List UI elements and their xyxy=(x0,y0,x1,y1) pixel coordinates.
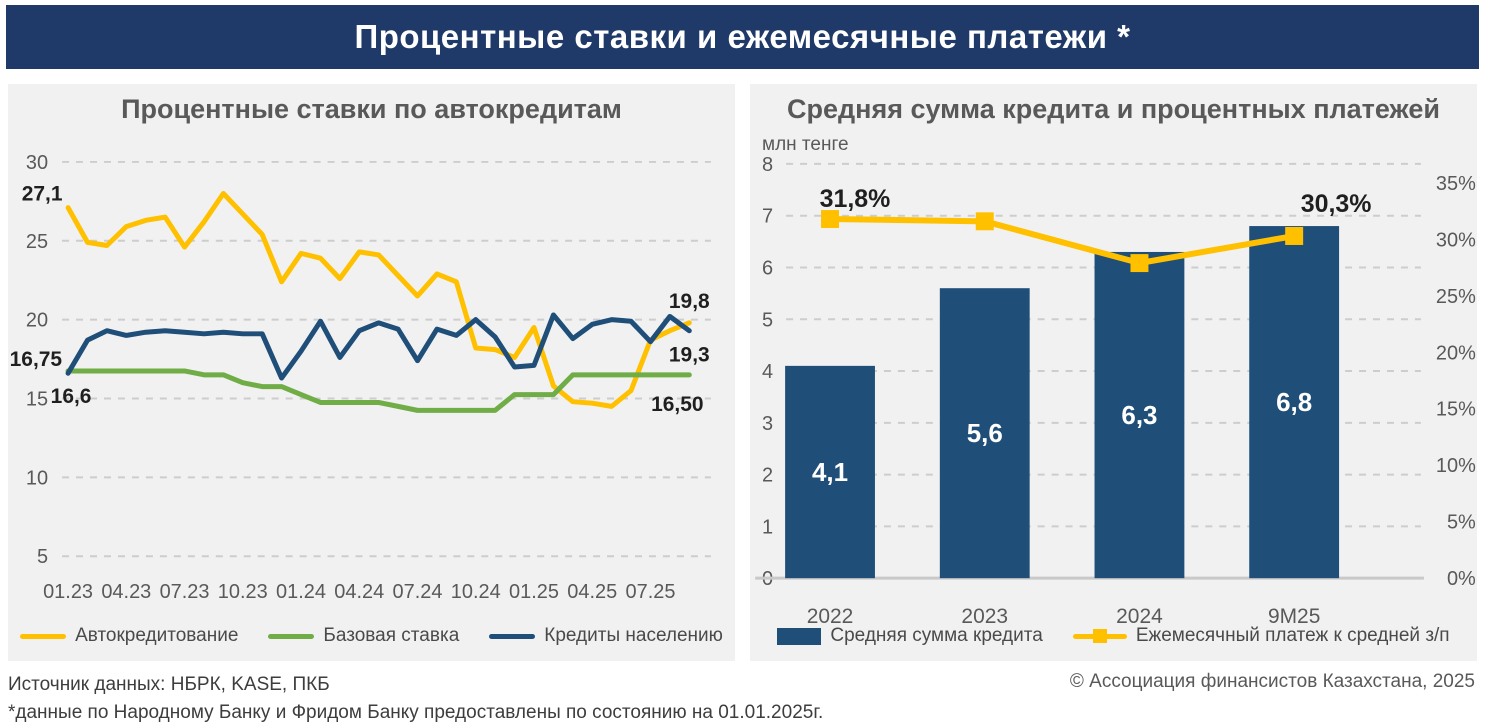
data-source-text: Источник данных: НБРК, KASE, ПКБ xyxy=(8,674,330,695)
y-axis-left-tick: 4 xyxy=(762,361,773,383)
gridlines: 30 25 20 15 10 5 xyxy=(26,152,711,568)
legend-label: Кредиты населению xyxy=(544,625,723,646)
y-axis-right-tick: 25% xyxy=(1436,286,1476,308)
data-label: 19,8 xyxy=(669,290,710,313)
y-axis-tick: 10 xyxy=(26,467,48,489)
line-value-label: 31,8% xyxy=(820,185,891,213)
x-axis-tick: 04.25 xyxy=(567,581,617,603)
legend-label: Базовая ставка xyxy=(323,625,460,646)
x-axis-tick: 01.25 xyxy=(509,581,559,603)
line-marker xyxy=(975,212,994,231)
y-axis-right-tick: 15% xyxy=(1436,399,1476,421)
y-axis-right-tick: 30% xyxy=(1436,229,1476,251)
interest-rates-line-chart: 30 25 20 15 10 5 01.23 04.23 07.23 10.23 01.24 04.2… xyxy=(10,152,711,603)
y-axis-left-tick: 7 xyxy=(762,206,773,228)
legend-item: Базовая ставка xyxy=(268,625,459,647)
line-marker xyxy=(1130,254,1149,273)
legend-item: Автокредитование xyxy=(20,625,238,647)
y-axis-left-tick: 6 xyxy=(762,257,773,279)
right-chart-title: Средняя сумма кредита и процентных плате… xyxy=(787,94,1440,124)
y-axis-right-tick: 0% xyxy=(1447,568,1476,590)
loan-amount-combo-chart: 0123456780%5%10%15%20%25%30%35%4,120225,… xyxy=(755,154,1476,628)
data-label: 16,6 xyxy=(51,385,92,408)
y-axis-left-tick: 5 xyxy=(762,309,773,331)
category-label: 2022 xyxy=(807,605,854,628)
footer: Источник данных: НБРК, KASE, ПКБ *данные… xyxy=(0,661,1485,726)
left-chart-title: Процентные ставки по автокредитам xyxy=(121,94,622,124)
series-line xyxy=(65,368,692,413)
legend-item: Ежемесячный платеж к средней з/п xyxy=(1072,625,1450,647)
legend-marker-line-icon xyxy=(20,633,67,639)
legend-marker-line-square-icon xyxy=(1072,628,1127,644)
source-note-block: Источник данных: НБРК, KASE, ПКБ *данные… xyxy=(8,671,823,726)
legend-marker-bar-icon xyxy=(777,627,822,645)
series-line xyxy=(65,190,692,409)
left-chart-panel: Процентные ставки по автокредитам 30 25 20… xyxy=(8,84,735,661)
x-axis-tick: 10.24 xyxy=(451,581,501,603)
right-chart-panel: Средняя сумма кредита и процентных плате… xyxy=(750,84,1477,661)
x-axis-tick: 07.23 xyxy=(160,581,210,603)
x-axis-tick: 10.23 xyxy=(218,581,268,603)
y-axis-left-tick: 8 xyxy=(762,154,773,176)
x-axis-tick: 01.24 xyxy=(276,581,326,603)
y-axis-left-tick: 3 xyxy=(762,413,773,435)
charts-row: Процентные ставки по автокредитам 30 25 20… xyxy=(0,69,1485,661)
category-label: 9М25 xyxy=(1268,605,1320,628)
y-axis-tick: 30 xyxy=(26,152,48,174)
payment-ratio-line xyxy=(827,216,1298,267)
copyright-text: © Ассоциация финансистов Казахстана, 202… xyxy=(1069,671,1475,692)
y-axis-tick: 25 xyxy=(26,231,48,253)
y-axis-tick: 5 xyxy=(37,546,48,568)
data-label: 27,1 xyxy=(22,183,63,206)
y-axis-unit-label: млн тенге xyxy=(762,134,849,155)
left-chart-legend: Автокредитование Базовая ставка Кредиты на… xyxy=(8,616,735,656)
legend-label: Автокредитование xyxy=(75,625,239,646)
legend-item: Кредиты населению xyxy=(489,625,723,647)
bar xyxy=(1249,226,1340,579)
legend-label: Ежемесячный платеж к средней з/п xyxy=(1135,625,1450,646)
bar xyxy=(939,288,1030,579)
x-axis-tick: 01.23 xyxy=(43,581,93,603)
bar-value-label: 4,1 xyxy=(812,459,848,487)
bar xyxy=(1094,251,1185,579)
category-label: 2024 xyxy=(1116,605,1163,628)
bar-value-label: 5,6 xyxy=(967,420,1003,448)
series-line xyxy=(65,312,692,381)
y-axis-right-tick: 20% xyxy=(1436,342,1476,364)
right-chart-legend: Средняя сумма кредита Ежемесячный платеж … xyxy=(750,616,1477,656)
y-axis-right-tick: 5% xyxy=(1447,512,1476,534)
legend-marker-line-icon xyxy=(489,633,536,639)
data-label: 16,50 xyxy=(651,393,703,416)
y-axis-tick: 15 xyxy=(26,388,48,410)
legend-label: Средняя сумма кредита xyxy=(830,625,1043,646)
data-label: 19,3 xyxy=(669,344,710,367)
footnote-text: *данные по Народному Банку и Фридом Банк… xyxy=(8,701,824,723)
bar xyxy=(785,365,875,579)
bar-value-label: 6,8 xyxy=(1276,389,1312,417)
y-axis-right-tick: 35% xyxy=(1436,173,1476,195)
y-axis-left-tick: 1 xyxy=(762,516,773,538)
data-label: 16,75 xyxy=(10,348,63,371)
legend-item: Средняя сумма кредита xyxy=(777,625,1043,647)
x-axis-tick: 07.25 xyxy=(626,581,676,603)
x-axis-tick: 07.24 xyxy=(393,581,443,603)
bar-value-label: 6,3 xyxy=(1121,402,1157,430)
page-title: Процентные ставки и ежемесячные платежи … xyxy=(354,18,1131,55)
line-marker xyxy=(1285,226,1304,245)
title-banner: Процентные ставки и ежемесячные платежи … xyxy=(6,5,1479,69)
y-axis-tick: 20 xyxy=(26,310,48,332)
y-axis-left-tick: 2 xyxy=(762,465,773,487)
x-axis-tick: 04.24 xyxy=(334,581,384,603)
line-value-label: 30,3% xyxy=(1301,190,1372,218)
line-marker xyxy=(821,210,840,229)
legend-marker-line-icon xyxy=(268,633,315,639)
x-axis-tick: 04.23 xyxy=(101,581,151,603)
category-label: 2023 xyxy=(961,605,1008,628)
y-axis-right-tick: 10% xyxy=(1436,455,1476,477)
